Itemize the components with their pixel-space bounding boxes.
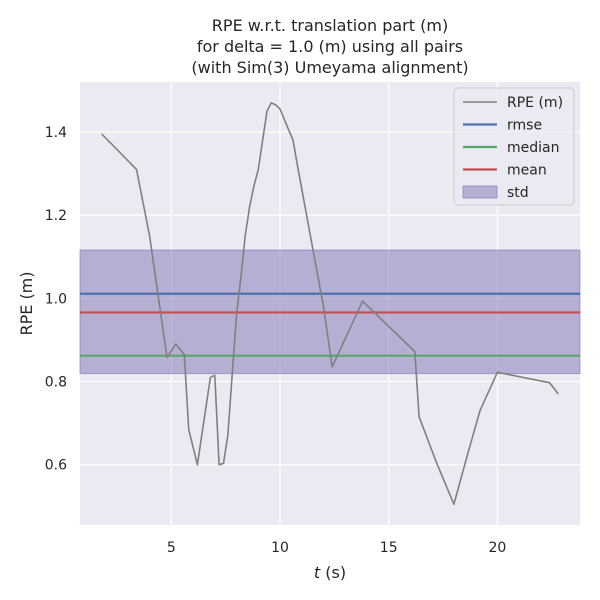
legend-swatch bbox=[462, 185, 498, 199]
x-axis-label: t (s) bbox=[314, 563, 346, 582]
chart-title: RPE w.r.t. translation part (m) for delt… bbox=[191, 16, 468, 77]
x-tick-labels: 5 10 15 20 bbox=[167, 540, 506, 556]
legend: RPE (m) rmse median mean std bbox=[453, 87, 575, 206]
y-tick-label: 1.2 bbox=[45, 208, 67, 224]
y-tick-label: 1.4 bbox=[45, 125, 67, 141]
x-tick-label: 15 bbox=[380, 540, 398, 556]
y-tick-label: 0.8 bbox=[45, 374, 67, 390]
y-tick-label: 0.6 bbox=[45, 458, 67, 474]
y-tick-labels: 0.6 0.8 1.0 1.2 1.4 bbox=[45, 125, 67, 474]
legend-label: rmse bbox=[507, 118, 542, 134]
title-line-1: RPE w.r.t. translation part (m) bbox=[212, 16, 448, 35]
legend-box bbox=[453, 87, 575, 206]
y-axis-label: RPE (m) bbox=[17, 271, 36, 335]
title-line-2: for delta = 1.0 (m) using all pairs bbox=[197, 37, 463, 56]
legend-label: RPE (m) bbox=[507, 95, 563, 111]
title-line-3: (with Sim(3) Umeyama alignment) bbox=[191, 58, 468, 77]
x-tick-label: 10 bbox=[271, 540, 289, 556]
legend-label: mean bbox=[507, 163, 547, 179]
x-axis-label-unit: (s) bbox=[320, 563, 346, 582]
legend-label: median bbox=[507, 140, 559, 156]
x-tick-label: 20 bbox=[488, 540, 506, 556]
rpe-series-line bbox=[101, 102, 559, 505]
series-layer bbox=[101, 102, 559, 505]
y-tick-label: 1.0 bbox=[45, 291, 67, 307]
legend-label: std bbox=[507, 185, 529, 201]
x-tick-label: 5 bbox=[167, 540, 176, 556]
x-axis-label-var: t bbox=[314, 563, 321, 582]
